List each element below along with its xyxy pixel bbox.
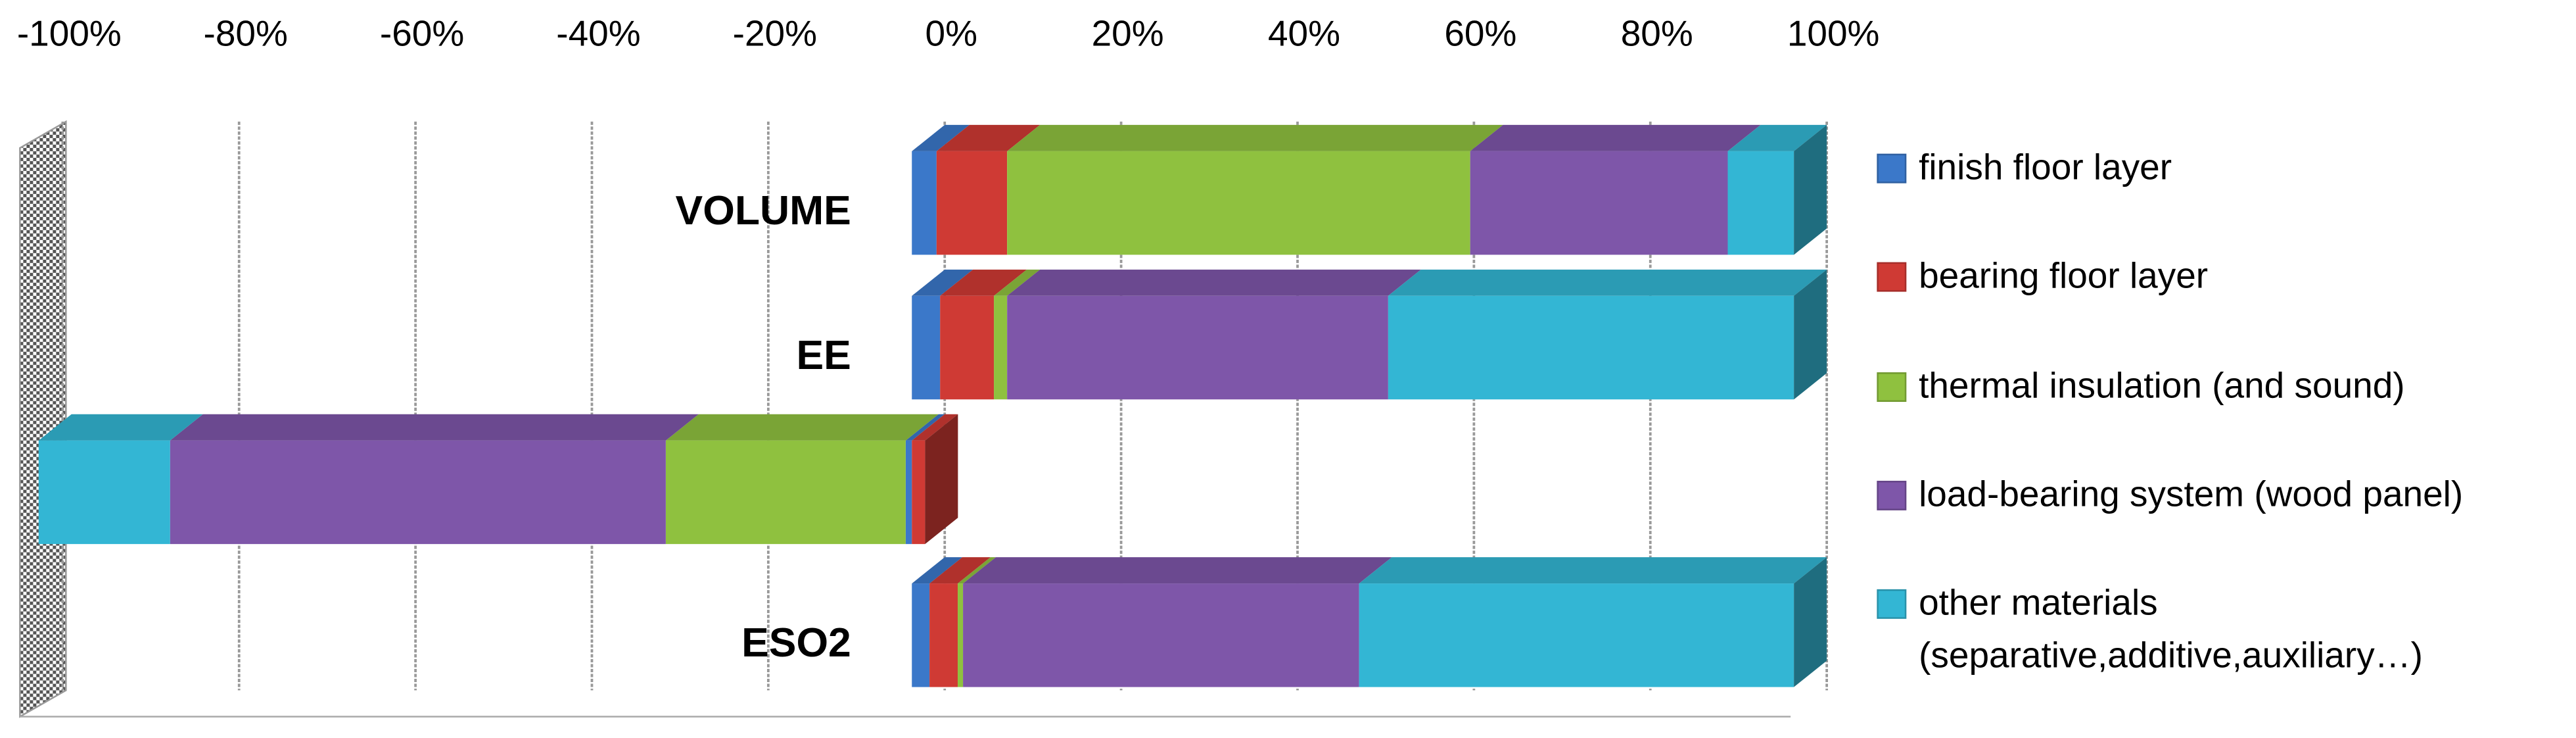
bar-side [1794,124,1827,255]
x-tick-label: -60% [380,12,464,53]
bar-top [963,557,1392,584]
bar-top [1388,269,1827,296]
bar-front [170,440,666,545]
bar-top [940,269,1027,296]
bar-front [1727,151,1794,255]
legend-label: thermal insulation (and sound) [1919,364,2405,406]
category-label: VOLUME [676,187,851,234]
bar-top [1359,557,1827,584]
x-tick-label: 40% [1268,12,1340,53]
legend-item: bearing floor layer [1919,255,2209,296]
legend-label: load-bearing system (wood panel) [1919,473,2464,515]
bar-top [1007,269,1421,296]
legend-item: load-bearing system (wood panel) [1919,473,2464,515]
bar-segment [1727,124,1827,255]
bar-front [912,583,930,687]
legend-label: finish floor layer [1919,146,2172,187]
bar-front [929,583,958,687]
bar-segment [912,557,963,687]
legend-swatch [1877,372,1907,402]
bar-front [1388,295,1794,400]
bar-front [958,583,964,687]
x-tick-label: 80% [1621,12,1693,53]
legend-item: thermal insulation (and sound) [1919,364,2405,406]
bar-front [940,295,995,400]
bar-segment [912,124,970,255]
bar-top [170,414,699,441]
bar-segment [38,414,203,545]
bar-top [958,557,996,584]
bar-front [1007,295,1388,400]
bar-segment [912,269,973,400]
bar-front [1359,583,1794,687]
bar-top [1007,124,1503,151]
bar-top [912,269,973,296]
bar-segment [929,557,991,687]
back-wall [19,120,67,718]
bar-front [912,295,941,400]
bar-side [1794,557,1827,687]
bar-front [963,583,1359,687]
bar-top [905,414,945,441]
x-tick-label: 100% [1787,12,1880,53]
x-tick-label: -100% [17,12,122,53]
bar-segment [905,414,945,545]
bar-side [1794,269,1827,400]
category-label: ESO2 [741,620,851,666]
bar-front [936,151,1008,255]
bar-top [929,557,991,584]
bar-front [994,295,1008,400]
legend-item: finish floor layer [1919,146,2172,187]
legend-swatch [1877,480,1907,510]
bar-segment [958,557,996,687]
bar-front [1470,151,1728,255]
bar-top [38,414,203,441]
bar-segment [936,124,1041,255]
bar-segment [1388,269,1827,400]
bar-segment [170,414,699,545]
category-label: EE [796,332,851,378]
bar-top [912,124,970,151]
bar-top [1727,124,1827,151]
bar-top [1470,124,1761,151]
bar-segment [1470,124,1761,255]
bar-segment [940,269,1027,400]
legend-label: bearing floor layer [1919,255,2209,296]
x-tick-label: -20% [733,12,817,53]
bar-segment [994,269,1041,400]
legend-swatch [1877,589,1907,619]
bar-segment [1359,557,1827,687]
legend-label: other materials (separative,additive,aux… [1919,581,2423,676]
legend-swatch [1877,262,1907,292]
x-tick-label: 20% [1092,12,1164,53]
bar-front [912,440,925,545]
bar-segment [912,414,958,545]
bar-segment [1007,269,1421,400]
bar-front [905,440,912,545]
bar-front [1007,151,1470,255]
bar-segment [963,557,1392,687]
legend-swatch [1877,153,1907,184]
bar-front [912,151,937,255]
bar-top [994,269,1041,296]
bar-front [38,440,170,545]
x-tick-label: -40% [556,12,640,53]
x-tick-label: -80% [204,12,288,53]
bar-top [936,124,1041,151]
x-tick-label: 0% [925,12,977,53]
bar-segment [1007,124,1503,255]
bar-segment [665,414,939,545]
bar-front [665,440,906,545]
bar-top [665,414,939,441]
bar-top [912,414,958,441]
bar-top [912,557,963,584]
x-tick-label: 60% [1444,12,1516,53]
bar-side [925,414,958,545]
legend-item: other materials (separative,additive,aux… [1919,581,2423,676]
